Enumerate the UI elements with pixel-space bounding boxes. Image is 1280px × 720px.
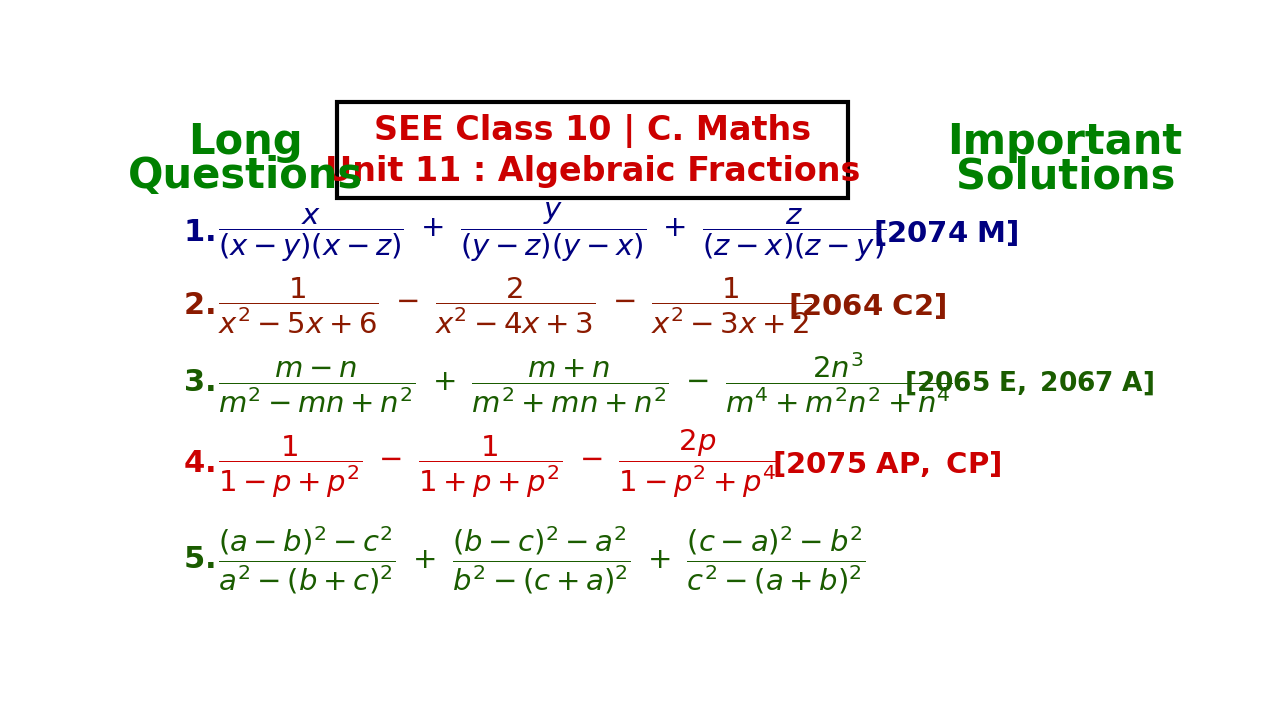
Text: SEE Class 10 | C. Maths: SEE Class 10 | C. Maths [374,114,812,148]
Text: $\mathbf{2.}$: $\mathbf{2.}$ [183,292,215,320]
Text: $\dfrac{m-n}{m^2-mn+n^2}\ +\ \dfrac{m+n}{m^2+mn+n^2}\ -\ \dfrac{2n^3}{m^4+m^2n^2: $\dfrac{m-n}{m^2-mn+n^2}\ +\ \dfrac{m+n}… [218,351,952,415]
Text: $\mathbf{3.}$: $\mathbf{3.}$ [183,369,215,397]
Text: $\mathbf{[2065\ E,\ 2067\ A]}$: $\mathbf{[2065\ E,\ 2067\ A]}$ [904,369,1153,397]
FancyBboxPatch shape [337,102,849,198]
Text: Solutions: Solutions [955,156,1175,197]
Text: $\dfrac{x}{(x-y)(x-z)}\ +\ \dfrac{y}{(y-z)(y-x)}\ +\ \dfrac{z}{(z-x)(z-y)}$: $\dfrac{x}{(x-y)(x-z)}\ +\ \dfrac{y}{(y-… [218,201,887,264]
Text: Unit 11 : Algebraic Fractions: Unit 11 : Algebraic Fractions [325,155,860,188]
Text: $\mathbf{5.}$: $\mathbf{5.}$ [183,546,215,575]
Text: $\dfrac{1}{1-p+p^2}\ -\ \dfrac{1}{1+p+p^2}\ -\ \dfrac{2p}{1-p^2+p^4}$: $\dfrac{1}{1-p+p^2}\ -\ \dfrac{1}{1+p+p^… [218,428,778,500]
Text: $\mathbf{[2064\ C2]}$: $\mathbf{[2064\ C2]}$ [787,291,946,321]
Text: $\mathbf{4.}$: $\mathbf{4.}$ [183,449,215,478]
Text: $\mathbf{[2074\ M]}$: $\mathbf{[2074\ M]}$ [873,217,1019,248]
Text: $\dfrac{(a-b)^2-c^2}{a^2-(b+c)^2}\ +\ \dfrac{(b-c)^2-a^2}{b^2-(c+a)^2}\ +\ \dfra: $\dfrac{(a-b)^2-c^2}{a^2-(b+c)^2}\ +\ \d… [218,524,865,596]
Text: $\mathbf{[2075\ AP,\ CP]}$: $\mathbf{[2075\ AP,\ CP]}$ [772,449,1002,479]
Text: Long: Long [188,121,302,163]
Text: $\dfrac{1}{x^2-5x+6}\ -\ \dfrac{2}{x^2-4x+3}\ -\ \dfrac{1}{x^2-3x+2}$: $\dfrac{1}{x^2-5x+6}\ -\ \dfrac{2}{x^2-4… [218,276,812,336]
Text: Questions: Questions [128,156,362,197]
Text: $\mathbf{1.}$: $\mathbf{1.}$ [183,218,215,247]
Text: Important: Important [947,121,1183,163]
